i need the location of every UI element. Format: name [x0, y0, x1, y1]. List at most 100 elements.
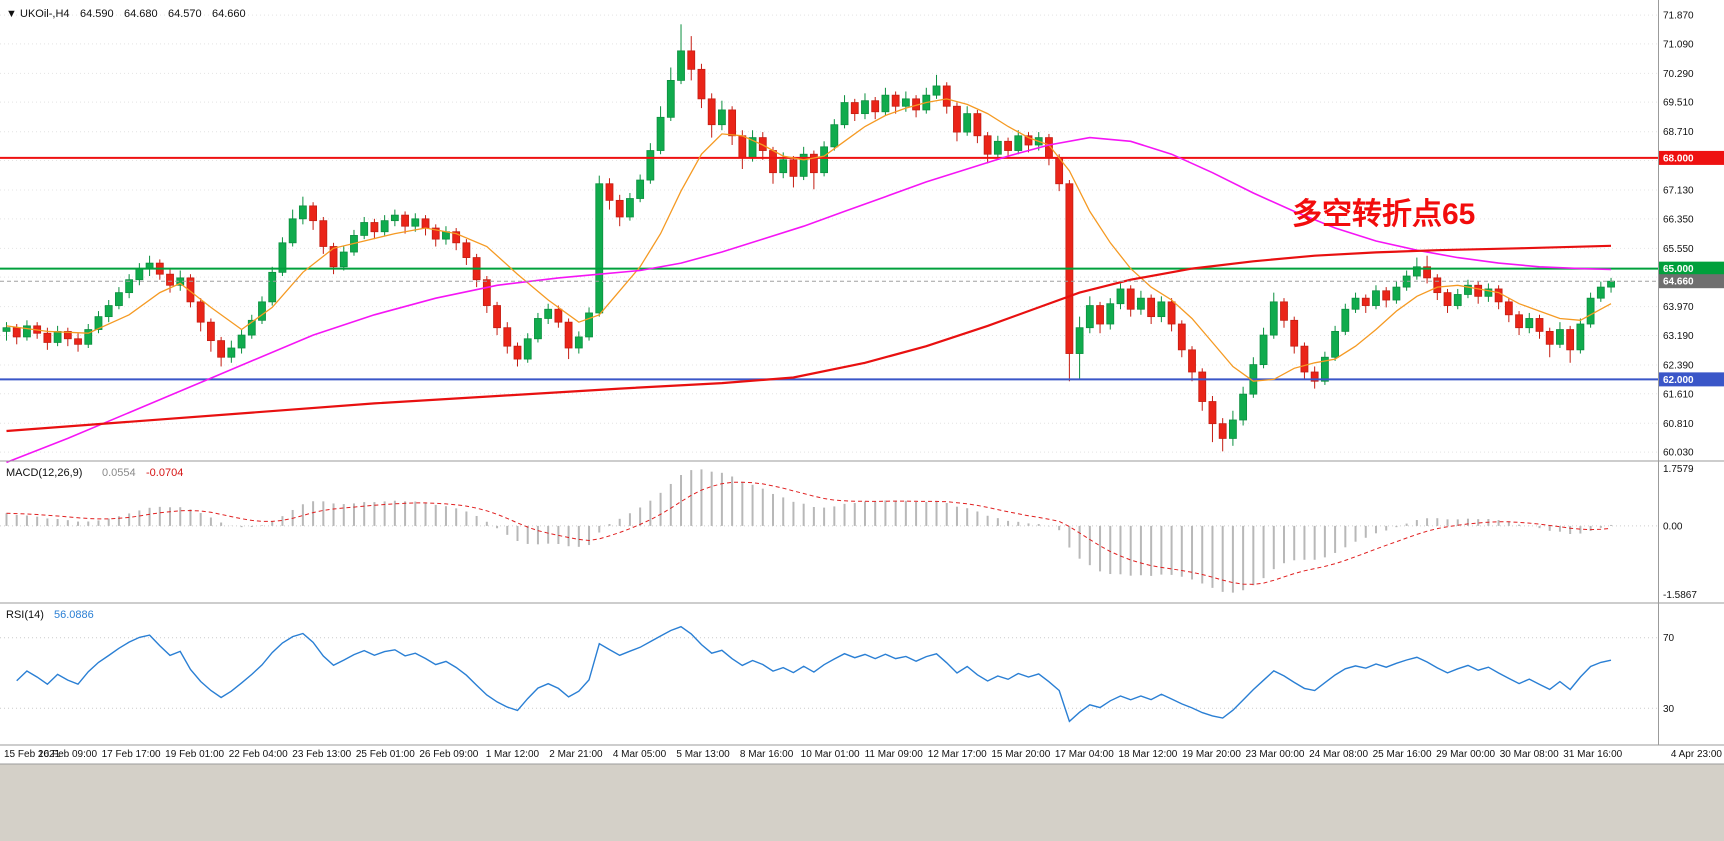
candle-body — [1157, 301, 1166, 318]
candle-body — [1229, 419, 1237, 439]
symbol-dropdown-icon[interactable]: ▼ — [6, 8, 17, 20]
price-tag[interactable] — [1659, 261, 1724, 276]
macd-signal-value: -0.0704 — [146, 467, 183, 479]
price-axis-label: 60.810 — [1663, 419, 1694, 430]
candle-body — [411, 218, 420, 227]
time-axis-label: 26 Feb 09:00 — [419, 749, 478, 760]
candle-body — [74, 338, 82, 345]
time-axis-label: 11 Mar 09:00 — [865, 749, 924, 760]
candle-body — [1075, 327, 1084, 354]
price-axis-label: 63.970 — [1663, 302, 1694, 313]
macd-label: MACD(12,26,9) — [6, 467, 82, 479]
candle-body — [789, 159, 798, 177]
candle-body — [360, 222, 369, 236]
candle-body — [1392, 286, 1401, 301]
time-axis-label: 2 Mar 21:00 — [549, 749, 603, 760]
candle-body — [1494, 288, 1503, 303]
candle-body — [963, 113, 972, 133]
candle-body — [738, 135, 747, 159]
candle-body — [206, 321, 215, 342]
candle-body — [1566, 329, 1575, 351]
price-tag-label: 65.000 — [1663, 264, 1694, 275]
candle-body — [196, 301, 205, 323]
candle-body — [1341, 308, 1350, 332]
candle-body — [861, 100, 869, 115]
rsi-level-label: 70 — [1663, 633, 1675, 644]
candle-body — [809, 153, 818, 174]
candle-body — [850, 102, 859, 115]
candle-body — [1545, 330, 1554, 345]
chart-annotation-text: 多空转折点65 — [1292, 198, 1475, 231]
bottom-window-bar — [0, 764, 1724, 841]
time-axis-label: 29 Mar 00:00 — [1436, 749, 1495, 760]
candle-body — [1290, 319, 1299, 347]
candle-body — [1269, 301, 1278, 336]
candle-body — [442, 231, 450, 240]
time-axis-label: 17 Mar 04:00 — [1055, 749, 1114, 760]
ma-fast-orange — [6, 98, 1612, 382]
candle-body — [1484, 288, 1493, 297]
candle-body — [1504, 301, 1513, 316]
candle-body — [942, 85, 951, 107]
candle-body — [1423, 266, 1431, 279]
time-axis-label: 4 Mar 05:00 — [613, 749, 667, 760]
time-axis-label: 15 Mar 20:00 — [991, 749, 1050, 760]
candle-body — [166, 273, 174, 286]
candle-body — [1443, 292, 1452, 306]
candle-body — [1188, 349, 1196, 373]
price-axis-label: 68.710 — [1663, 127, 1694, 138]
candle-body — [646, 150, 655, 181]
price-axis-label: 63.190 — [1663, 331, 1694, 342]
price-tag[interactable] — [1659, 150, 1724, 165]
rsi-level-label: 30 — [1663, 704, 1675, 715]
candle-body — [1607, 280, 1615, 288]
candle-body — [452, 231, 461, 244]
candle-body — [1167, 301, 1176, 325]
candle-body — [1014, 135, 1023, 151]
candle-body — [605, 183, 614, 201]
time-axis-label: 15 Feb 2021 — [4, 749, 61, 760]
ma-mid-magenta — [6, 136, 1612, 464]
candle-body — [1453, 294, 1462, 306]
time-axis-label: 23 Feb 13:00 — [292, 749, 351, 760]
candle-body — [1535, 318, 1544, 332]
price-axis-label: 69.510 — [1663, 98, 1694, 109]
horizontal-lines-layer[interactable] — [0, 156, 1658, 381]
candle-body — [186, 277, 195, 303]
candle-body — [1218, 423, 1227, 439]
candle-body — [217, 340, 226, 358]
header-high-value: 64.680 — [124, 8, 158, 20]
candle-body — [1239, 393, 1248, 421]
candle-body — [1361, 297, 1370, 306]
candle-body — [503, 327, 512, 347]
time-axis-label: 4 Apr 23:00 — [1671, 749, 1723, 760]
candle-body — [871, 100, 880, 113]
time-axis-label: 1 Mar 12:00 — [486, 749, 540, 760]
moving-averages-layer — [6, 98, 1612, 464]
candle-body — [1198, 371, 1207, 402]
candle-body — [329, 246, 338, 268]
candle-body — [1320, 356, 1329, 382]
time-axis-label: 22 Feb 04:00 — [229, 749, 288, 760]
candle-body — [278, 242, 287, 273]
candle-body — [493, 305, 501, 329]
symbol-timeframe-label: UKOil-,H4 — [20, 8, 70, 20]
candle-body — [319, 220, 328, 247]
macd-axis-label: 1.7579 — [1663, 464, 1694, 475]
price-tag[interactable] — [1659, 372, 1724, 387]
price-grid-layer: 71.87071.09070.29069.51068.71067.93067.1… — [0, 11, 1694, 459]
candle-body — [53, 330, 62, 343]
candle-body — [94, 316, 103, 330]
price-tag-label: 64.660 — [1663, 277, 1694, 288]
price-axis-label: 71.870 — [1663, 11, 1694, 22]
time-axis-label: 8 Mar 16:00 — [740, 749, 794, 760]
rsi-line — [16, 625, 1612, 723]
time-axis-label: 5 Mar 13:00 — [676, 749, 730, 760]
price-tag-label: 68.000 — [1663, 153, 1694, 164]
candle-body — [1515, 314, 1523, 329]
candle-body — [901, 98, 910, 107]
candle-body — [564, 321, 573, 349]
candle-body — [12, 327, 21, 338]
